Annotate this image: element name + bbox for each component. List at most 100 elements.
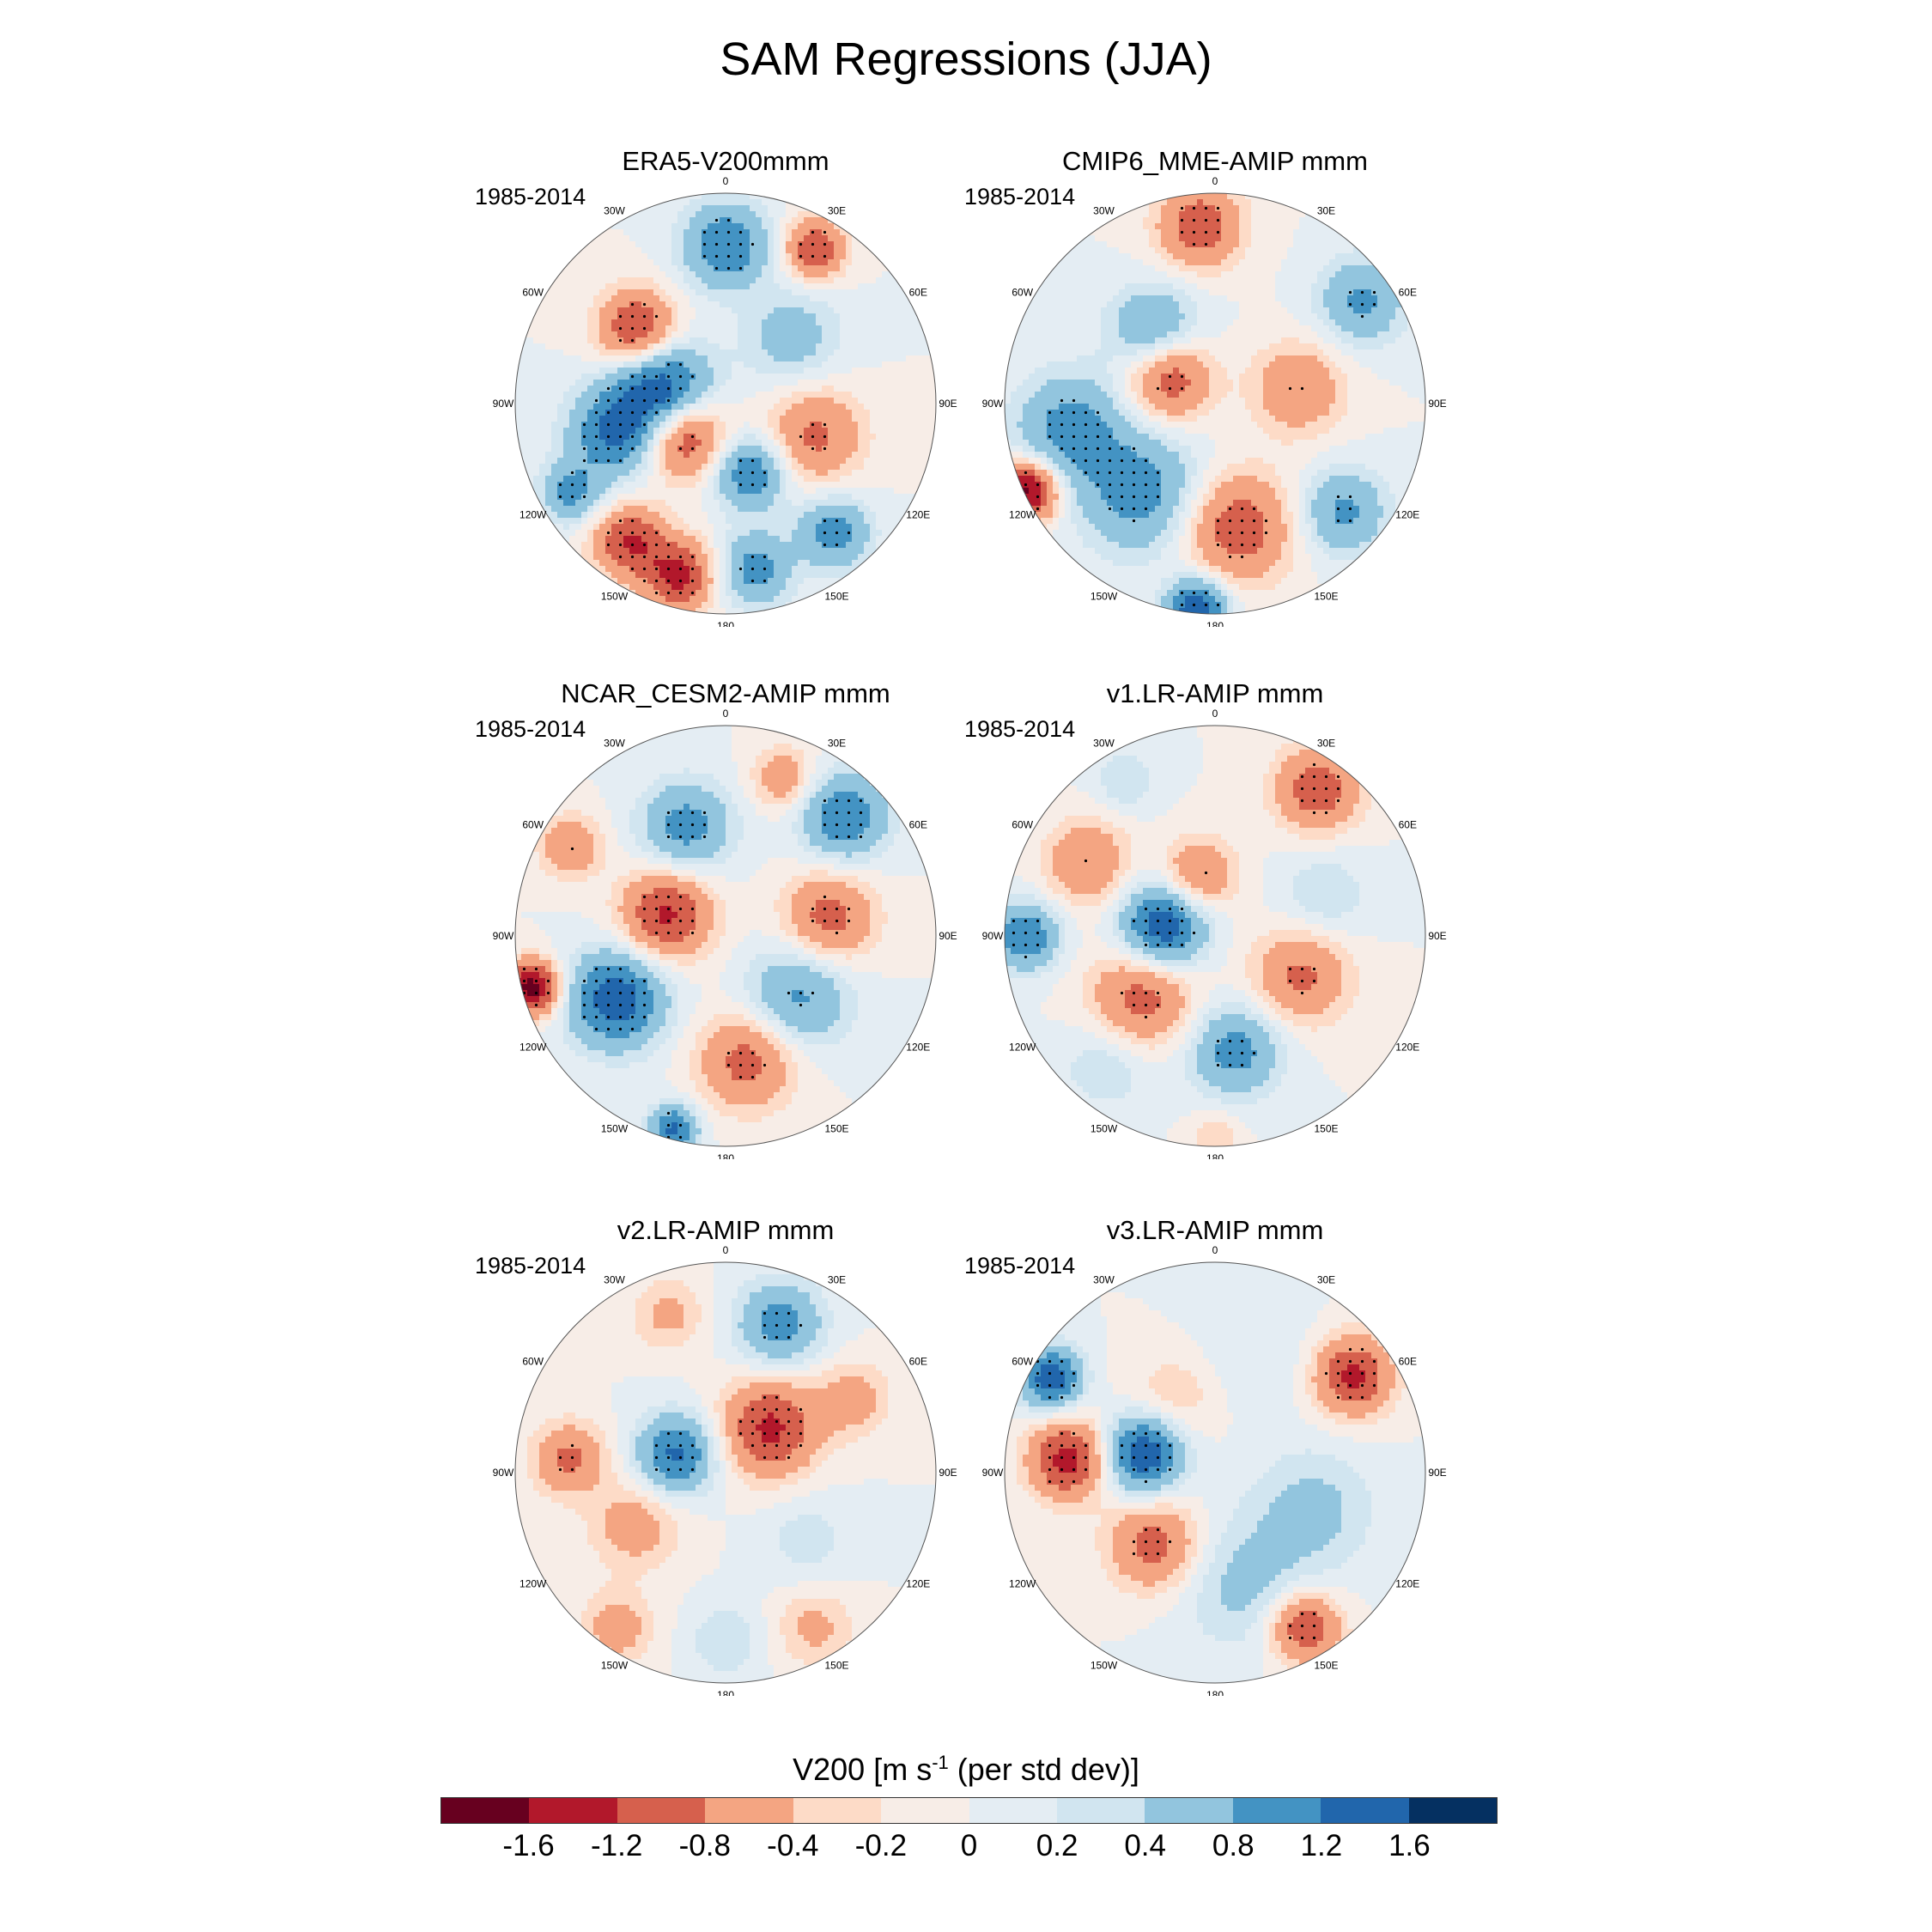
map-boundary <box>1004 192 1426 615</box>
map-boundary <box>514 725 937 1147</box>
panel-title: NCAR_CESM2-AMIP mmm <box>459 678 992 709</box>
map-boundary <box>514 192 937 615</box>
colorbar-swatch <box>1056 1798 1145 1823</box>
longitude-label: 150E <box>824 1659 848 1671</box>
longitude-label: 120W <box>1009 509 1036 521</box>
longitude-label: 150W <box>601 1659 629 1671</box>
longitude-label: 120W <box>1009 1578 1036 1590</box>
longitude-label: 30W <box>604 205 625 217</box>
colorbar-swatch <box>1408 1798 1498 1823</box>
colorbar-swatch <box>793 1798 882 1823</box>
significance-stippling <box>1036 1347 1376 1640</box>
colorbar-swatch <box>1145 1798 1233 1823</box>
longitude-label: 60W <box>522 819 544 831</box>
longitude-label: 120E <box>1395 1578 1419 1590</box>
longitude-label: 120E <box>906 509 930 521</box>
colorbar-tick-label: 0.2 <box>1036 1829 1078 1863</box>
longitude-label: 120E <box>1395 509 1419 521</box>
significance-stippling <box>522 799 863 1139</box>
regression-field <box>1005 193 1425 614</box>
longitude-label: 150W <box>1091 1659 1118 1671</box>
longitude-label: 60W <box>1012 287 1033 299</box>
panel-v2-lr: v2.LR-AMIP mmm 1985-2014 0 30E 60E 90E 120E 1… <box>459 1215 992 1696</box>
regression-field <box>515 1262 936 1683</box>
longitude-label: 150W <box>601 1122 629 1134</box>
longitude-label: 30W <box>604 1274 625 1286</box>
panel-period: 1985-2014 <box>475 184 586 210</box>
colorbar <box>440 1797 1498 1824</box>
panel-title: CMIP6_MME-AMIP mmm <box>949 146 1481 177</box>
longitude-label: 60E <box>909 1356 927 1368</box>
panel-ncar-cesm2: NCAR_CESM2-AMIP mmm 1985-2014 0 30E 60E 90E… <box>459 678 992 1159</box>
panel-title: v3.LR-AMIP mmm <box>949 1215 1481 1246</box>
longitude-label: 180 <box>717 620 734 627</box>
regression-field <box>1005 1262 1425 1683</box>
longitude-label: 30E <box>828 738 846 750</box>
colorbar-swatch <box>441 1798 530 1823</box>
longitude-label: 150E <box>824 590 848 602</box>
colorbar-swatch <box>529 1798 617 1823</box>
longitude-label: 30W <box>1093 205 1115 217</box>
colorbar-swatch <box>617 1798 706 1823</box>
longitude-label: 60E <box>1399 287 1417 299</box>
longitude-label: 30E <box>1317 205 1335 217</box>
polar-map: 0 30E 60E 90E 120E 150E 180 150W 120W 90W 60W 30W <box>493 708 957 1159</box>
longitude-label: 60E <box>1399 819 1417 831</box>
polar-map: 0 30E 60E 90E 120E 150E 180 150W 120W 90W 60W 30W <box>982 175 1447 627</box>
longitude-label: 0 <box>1212 708 1218 720</box>
longitude-label: 180 <box>717 1152 734 1159</box>
longitude-label: 120W <box>519 1578 547 1590</box>
polar-map: 0 30E 60E 90E 120E 150E 180 150W 120W 90W 60W 30W <box>493 1244 957 1696</box>
longitude-label: 120W <box>519 1042 547 1054</box>
regression-field <box>515 726 936 1146</box>
longitude-label: 30W <box>604 738 625 750</box>
panel-period: 1985-2014 <box>475 1253 586 1279</box>
colorbar-tick-label: -0.2 <box>855 1829 907 1863</box>
colorbar-tick-label: -1.6 <box>502 1829 554 1863</box>
longitude-label: 60E <box>1399 1356 1417 1368</box>
longitude-label: 180 <box>717 1689 734 1696</box>
longitude-label: 60E <box>909 819 927 831</box>
panel-title: v1.LR-AMIP mmm <box>949 678 1481 709</box>
longitude-label: 60W <box>522 1356 544 1368</box>
longitude-label: 30E <box>828 1274 846 1286</box>
panel-v3-lr: v3.LR-AMIP mmm 1985-2014 0 30E 60E 90E 120E 1… <box>949 1215 1481 1696</box>
longitude-label: 120E <box>906 1042 930 1054</box>
longitude-label: 0 <box>1212 1244 1218 1256</box>
longitude-label: 180 <box>1206 620 1224 627</box>
significance-stippling <box>558 1311 803 1472</box>
longitude-label: 150E <box>1314 590 1338 602</box>
longitude-label: 90E <box>939 398 957 410</box>
panel-period: 1985-2014 <box>964 716 1075 743</box>
longitude-label: 90W <box>982 930 1004 942</box>
longitude-label: 30E <box>828 205 846 217</box>
colorbar-tick-label: 0 <box>961 1829 977 1863</box>
longitude-label: 180 <box>1206 1152 1224 1159</box>
panel-period: 1985-2014 <box>475 716 586 743</box>
colorbar-swatch <box>1232 1798 1321 1823</box>
significance-stippling <box>558 218 851 595</box>
polar-map: 0 30E 60E 90E 120E 150E 180 150W 120W 90W 60W 30W <box>982 1244 1447 1696</box>
longitude-label: 60E <box>909 287 927 299</box>
significance-stippling <box>1012 762 1340 1067</box>
longitude-label: 120W <box>1009 1042 1036 1054</box>
colorbar-swatch <box>705 1798 793 1823</box>
longitude-label: 90W <box>493 930 514 942</box>
map-boundary <box>514 1261 937 1684</box>
longitude-label: 150E <box>824 1122 848 1134</box>
colorbar-tick-label: -0.4 <box>767 1829 818 1863</box>
regression-field <box>1005 726 1425 1146</box>
longitude-label: 90W <box>493 398 514 410</box>
longitude-label: 120W <box>519 509 547 521</box>
longitude-label: 0 <box>723 175 729 187</box>
longitude-label: 30E <box>1317 1274 1335 1286</box>
colorbar-tick-label: -0.8 <box>679 1829 731 1863</box>
longitude-label: 150W <box>1091 590 1118 602</box>
longitude-label: 150E <box>1314 1659 1338 1671</box>
longitude-label: 120E <box>1395 1042 1419 1054</box>
map-boundary <box>1004 725 1426 1147</box>
polar-map: 0 30E 60E 90E 120E 150E 180 150W 120W 90W 60W 30W <box>982 708 1447 1159</box>
longitude-label: 90E <box>1428 1467 1446 1479</box>
longitude-label: 90E <box>939 930 957 942</box>
longitude-label: 0 <box>723 708 729 720</box>
